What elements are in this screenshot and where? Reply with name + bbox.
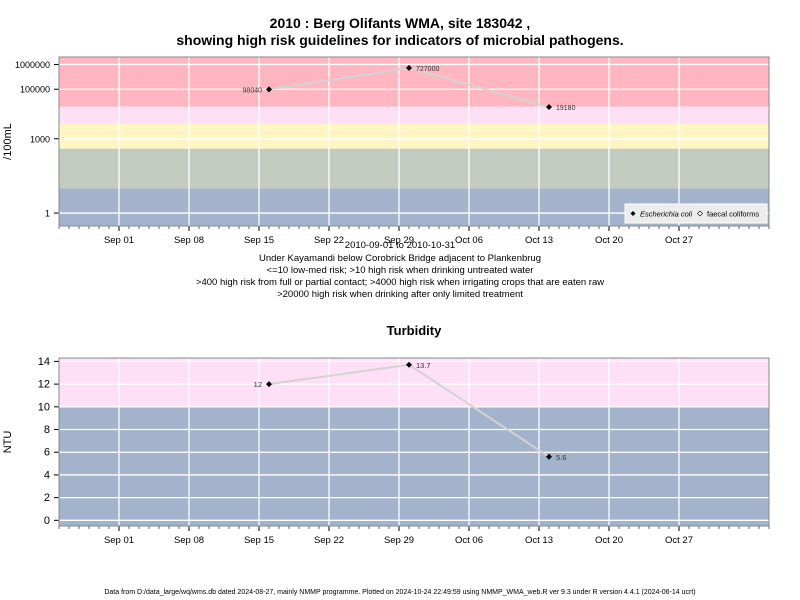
risk-band bbox=[59, 406, 769, 526]
x-tick-label: Sep 29 bbox=[384, 535, 414, 546]
legend-label-faecal: faecal coliforms bbox=[707, 210, 759, 219]
x-tick-label: Oct 06 bbox=[455, 235, 483, 246]
x-tick-label: Oct 20 bbox=[595, 535, 623, 546]
data-label: 98040 bbox=[243, 87, 263, 94]
chart-title-line2: showing high risk guidelines for indicat… bbox=[176, 32, 624, 48]
legend-marker-faecal bbox=[697, 210, 703, 217]
risk-band bbox=[59, 148, 769, 189]
y-tick-label: 1000 bbox=[30, 134, 50, 144]
y-tick-label: 1 bbox=[45, 209, 50, 219]
x-tick-label: Sep 29 bbox=[384, 235, 414, 246]
data-point bbox=[546, 453, 552, 460]
data-point bbox=[266, 86, 272, 93]
x-tick-label: Oct 27 bbox=[665, 535, 693, 546]
data-label: 12 bbox=[254, 380, 262, 389]
y-tick-label: 10 bbox=[38, 401, 50, 413]
footer-note: Data from D:/data_large/wq/wms.db dated … bbox=[104, 589, 696, 596]
risk-band bbox=[59, 358, 769, 407]
plot-border bbox=[58, 357, 770, 527]
y-tick-label: 12 bbox=[38, 379, 50, 391]
data-point bbox=[406, 64, 412, 71]
x-tick-label: Sep 22 bbox=[314, 235, 344, 246]
x-tick-label: Sep 01 bbox=[104, 235, 134, 246]
x-tick-label: Sep 01 bbox=[104, 535, 134, 546]
x-tick-label: Sep 08 bbox=[174, 535, 204, 546]
y-axis-label: NTU bbox=[2, 431, 14, 454]
x-tick-label: Sep 08 bbox=[174, 235, 204, 246]
y-tick-label: 1000000 bbox=[15, 60, 50, 70]
y-tick-label: 8 bbox=[44, 424, 50, 436]
x-tick-label: Oct 27 bbox=[665, 235, 693, 246]
x-tick-label: Sep 22 bbox=[314, 535, 344, 546]
chart-0: Sep 01 Sep 08 Sep 15 Sep 22 Sep 29 Oct 06 Oct … bbox=[2, 56, 770, 246]
subtitle-date-range: 2010-09-01 to 2010-10-31 bbox=[344, 240, 456, 251]
legend-box bbox=[624, 203, 768, 224]
x-tick-label: Sep 15 bbox=[244, 535, 274, 546]
y-tick-label: 0 bbox=[44, 515, 50, 527]
x-tick-label: Sep 15 bbox=[244, 235, 274, 246]
data-label: 13.7 bbox=[416, 361, 431, 370]
data-label: 19180 bbox=[556, 105, 576, 112]
subtitle-guideline-treatment: >20000 high risk when drinking after onl… bbox=[277, 289, 523, 300]
legend-label-ecoli: Escherichia coli bbox=[640, 210, 692, 219]
y-axis-label: /100mL bbox=[2, 123, 14, 160]
subtitle-guideline-drinking: <=10 low-med risk; >10 high risk when dr… bbox=[266, 265, 534, 276]
data-label: 5.6 bbox=[556, 453, 566, 462]
legend-marker-ecoli bbox=[630, 211, 636, 216]
data-point bbox=[266, 381, 272, 388]
chart-title-line1: 2010 : Berg Olifants WMA, site 183042 , bbox=[269, 15, 531, 31]
risk-band bbox=[59, 123, 769, 149]
x-tick-label: Oct 20 bbox=[595, 235, 623, 246]
x-tick-label: Oct 06 bbox=[455, 535, 483, 546]
data-point bbox=[546, 103, 552, 110]
risk-band bbox=[59, 57, 769, 107]
y-tick-label: 4 bbox=[44, 469, 50, 481]
x-tick-label: Oct 13 bbox=[525, 235, 553, 246]
data-point bbox=[406, 361, 412, 368]
chart-title: Turbidity bbox=[387, 323, 442, 338]
y-tick-label: 14 bbox=[38, 356, 50, 368]
subtitle-site-description: Under Kayamandi below Corobrick Bridge a… bbox=[259, 253, 541, 264]
y-tick-label: 100000 bbox=[20, 85, 50, 95]
plot-border bbox=[58, 56, 770, 227]
data-label: 727000 bbox=[416, 66, 439, 73]
y-tick-label: 2 bbox=[44, 492, 50, 504]
risk-band bbox=[59, 106, 769, 124]
subtitle-guideline-contact: >400 high risk from full or partial cont… bbox=[195, 277, 605, 288]
legend: Escherichia coli faecal coliforms bbox=[624, 203, 768, 224]
x-tick-label: Oct 13 bbox=[525, 535, 553, 546]
y-tick-label: 6 bbox=[44, 447, 50, 459]
chart-1: Sep 01 Sep 08 Sep 15 Sep 22 Sep 29 Oct 06 Oct … bbox=[2, 323, 770, 546]
